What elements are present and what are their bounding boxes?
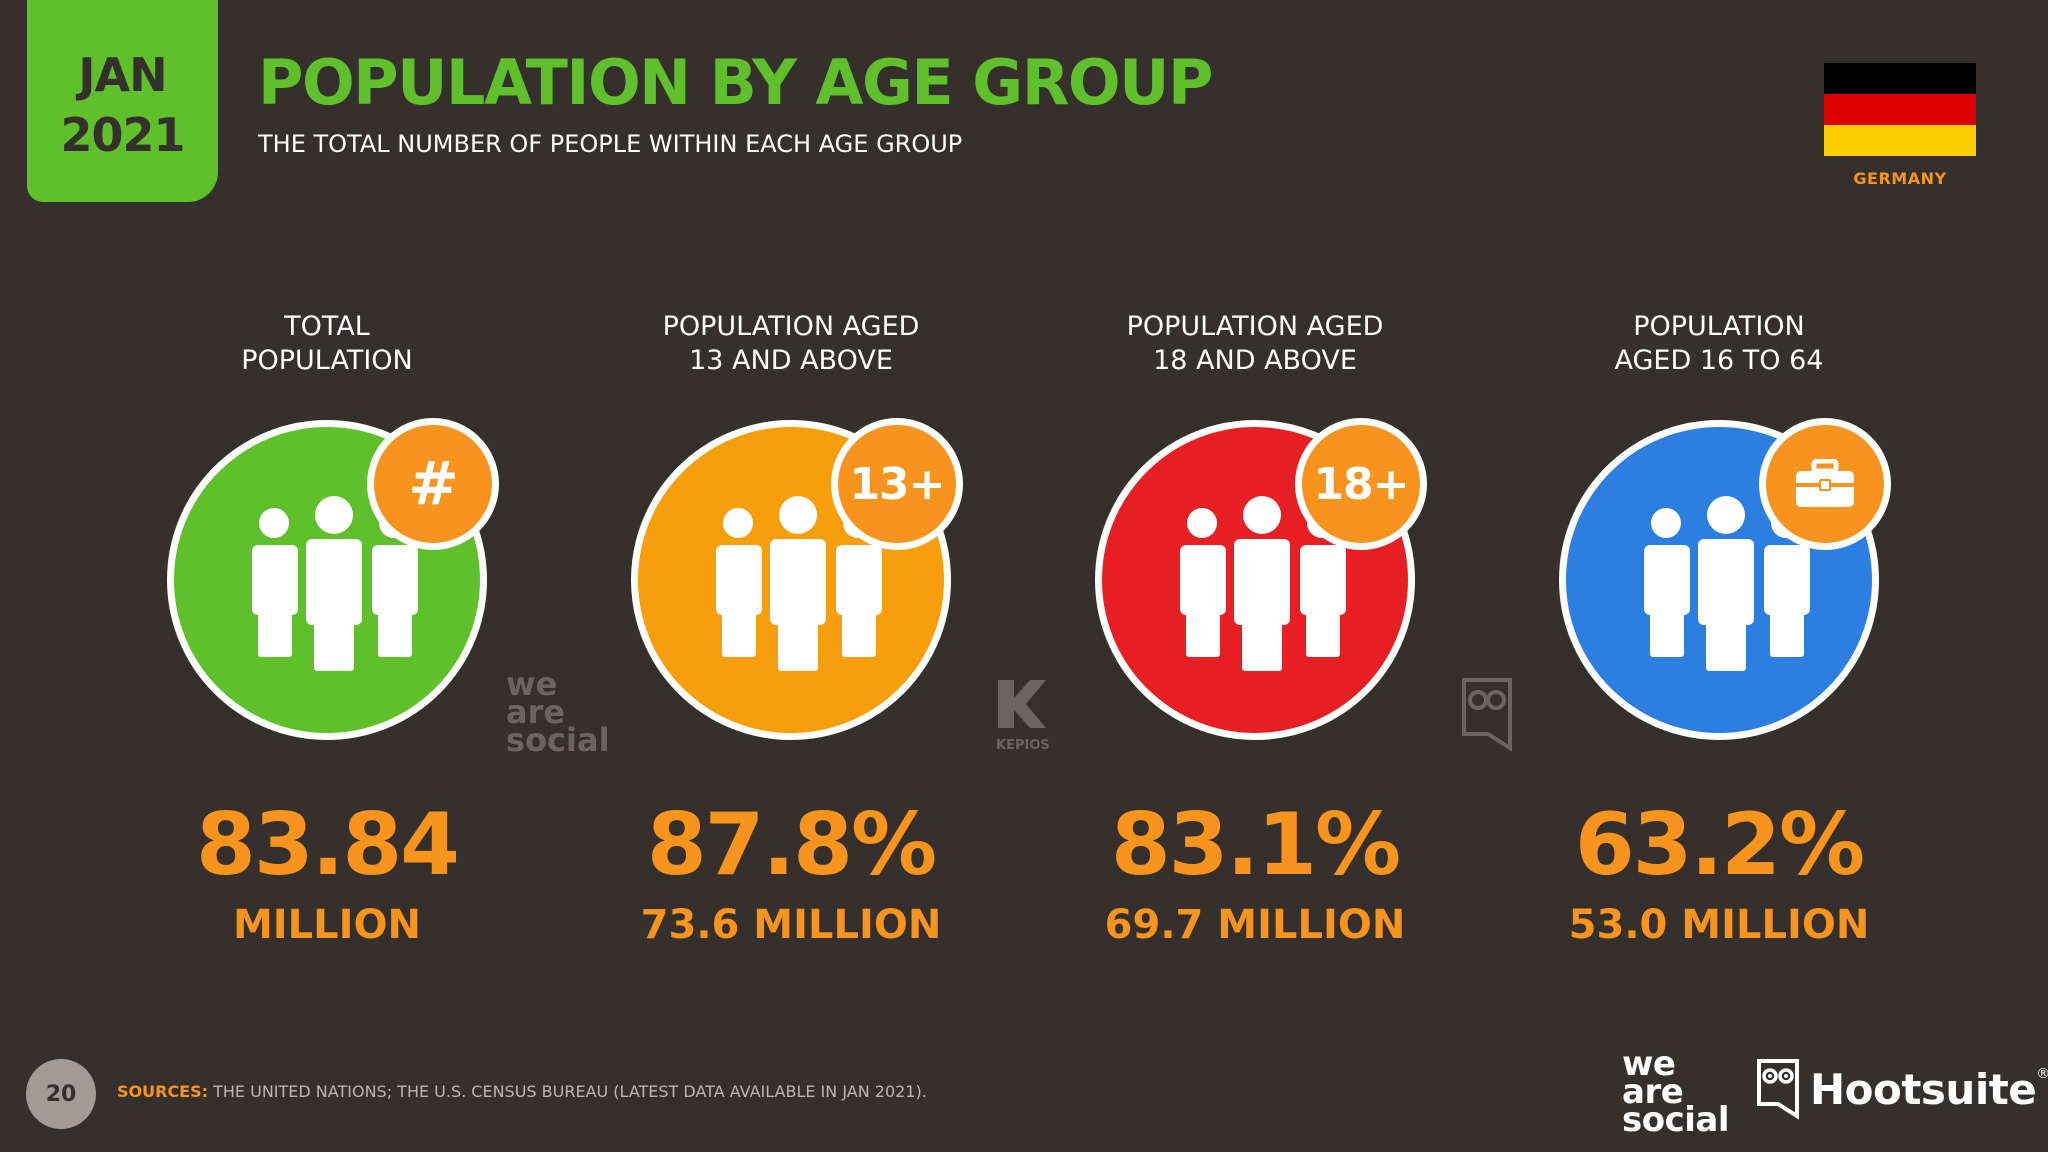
stat-label: POPULATION AGED 18 AND ABOVE <box>1055 310 1455 378</box>
page-title: POPULATION BY AGE GROUP <box>258 46 1213 119</box>
sources-text: THE UNITED NATIONS; THE U.S. CENSUS BURE… <box>208 1082 927 1101</box>
date-month: JAN <box>78 48 167 102</box>
wm-was-line2: are <box>506 693 566 731</box>
wm-was-line3: social <box>506 721 610 759</box>
stat-value: 87.8% <box>646 795 937 895</box>
briefcase-icon <box>1759 418 1891 550</box>
hootsuite-owl-watermark-icon <box>1462 678 1512 752</box>
flag-stripe-black <box>1824 63 1976 94</box>
logo-was-line3: social <box>1622 1100 1730 1140</box>
age-13-plus-icon: 13+ <box>831 418 963 550</box>
country-label: GERMANY <box>1853 169 1947 188</box>
hootsuite-owl-icon <box>1757 1059 1799 1120</box>
stat-label-line2: 13 AND ABOVE <box>689 345 893 376</box>
sources-label: SOURCES: <box>117 1082 209 1101</box>
stat-label-line2: AGED 16 TO 64 <box>1614 345 1824 376</box>
badge-text: # <box>408 449 458 519</box>
we-are-social-logo: we are social <box>1622 1044 1730 1140</box>
hash-icon: # <box>367 418 499 550</box>
briefcase-glyph <box>1796 459 1854 507</box>
stat-sub-value: 53.0 MILLION <box>1568 902 1870 948</box>
hootsuite-logo: Hootsuite ® <box>1756 1058 2048 1120</box>
hootsuite-wordmark: Hootsuite <box>1810 1064 2037 1114</box>
stat-label-line1: POPULATION AGED <box>1126 311 1384 342</box>
stat-label-line1: POPULATION AGED <box>662 311 920 342</box>
wm-was-line1: we <box>506 665 558 703</box>
logo-was-line2: are <box>1622 1072 1684 1112</box>
stat-sub-value: 69.7 MILLION <box>1104 902 1406 948</box>
we-are-social-watermark: we are social <box>506 665 610 759</box>
stat-label: TOTAL POPULATION <box>127 310 527 378</box>
people-icon <box>252 496 418 671</box>
badge-text: 18+ <box>1313 458 1409 510</box>
stat-sub-value: 73.6 MILLION <box>640 902 942 948</box>
stat-label: POPULATION AGED 13 AND ABOVE <box>591 310 991 378</box>
stat-label-line1: TOTAL <box>284 311 370 342</box>
page-subtitle: THE TOTAL NUMBER OF PEOPLE WITHIN EACH A… <box>258 130 963 158</box>
age-18-plus-icon: 18+ <box>1295 418 1427 550</box>
stat-circle <box>167 420 487 740</box>
stat-circle <box>1095 420 1415 740</box>
flag-stripe-gold <box>1824 125 1976 156</box>
hootsuite-registered-mark: ® <box>2036 1066 2048 1082</box>
stat-label-line2: 18 AND ABOVE <box>1153 345 1357 376</box>
date-year: 2021 <box>60 108 185 162</box>
stat-label-line1: POPULATION <box>1633 311 1805 342</box>
stat-label-line2: POPULATION <box>241 345 413 376</box>
stat-value: 63.2% <box>1574 795 1865 895</box>
stat-label: POPULATION AGED 16 TO 64 <box>1519 310 1919 378</box>
flag-stripe-red <box>1824 94 1976 125</box>
badge-text: 13+ <box>849 458 945 510</box>
sources-note: SOURCES: THE UNITED NATIONS; THE U.S. CE… <box>117 1082 927 1101</box>
logo-was-line1: we <box>1622 1044 1676 1084</box>
germany-flag-icon <box>1824 63 1976 156</box>
date-badge: JAN 2021 <box>27 0 218 202</box>
kepios-logo-icon <box>998 680 1046 728</box>
stat-value: 83.84 <box>195 795 460 895</box>
page-number: 20 <box>26 1059 96 1129</box>
people-icon <box>1180 496 1346 671</box>
kepios-watermark-text: KEPIOS <box>996 738 1050 753</box>
stat-value: 83.1% <box>1110 795 1401 895</box>
stat-sub-value: MILLION <box>232 902 422 948</box>
